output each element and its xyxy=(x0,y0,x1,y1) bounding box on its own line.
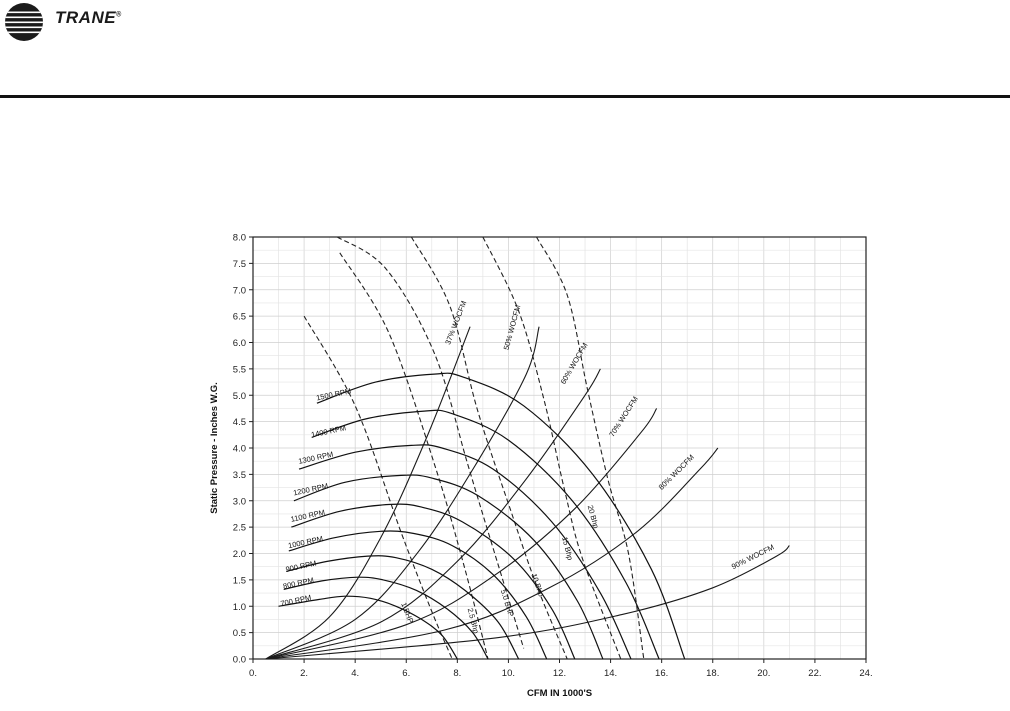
x-tick-label: 18. xyxy=(706,668,719,679)
page-header: TRANE® xyxy=(0,0,1010,100)
x-tick-label: 22. xyxy=(808,668,821,679)
rpm-label: 1400 RPM xyxy=(310,423,347,439)
bhp-line xyxy=(410,236,568,660)
efficiency-line xyxy=(265,326,471,660)
x-tick-label: 24. xyxy=(859,668,872,679)
x-tick-label: 14. xyxy=(604,668,617,679)
x-axis-label: CFM IN 1000'S xyxy=(527,688,592,699)
trane-globe-icon xyxy=(5,3,43,41)
y-tick-label: 0.5 xyxy=(233,628,246,639)
rpm-curve xyxy=(298,444,632,660)
bhp-line xyxy=(336,236,525,649)
efficiency-line xyxy=(265,408,658,660)
x-tick-label: 20. xyxy=(757,668,770,679)
rpm-curve xyxy=(291,503,576,660)
y-tick-label: 8.0 xyxy=(233,233,246,244)
bhp-line xyxy=(303,315,453,660)
y-tick-label: 6.5 xyxy=(233,312,246,323)
trane-logo: TRANE® xyxy=(3,2,153,42)
bhp-label: 10 Bhp xyxy=(530,572,546,597)
y-axis-label: Static Pressure - Inches W.G. xyxy=(209,382,220,513)
y-tick-label: 5.5 xyxy=(233,364,246,375)
rpm-curve xyxy=(278,595,458,660)
efficiency-line xyxy=(265,326,540,660)
efficiency-label: 50% WOCFM xyxy=(502,304,523,351)
y-tick-label: 2.0 xyxy=(233,549,246,560)
x-tick-label: 16. xyxy=(655,668,668,679)
rpm-label: 900 RPM xyxy=(285,559,317,574)
efficiency-line xyxy=(265,545,790,660)
brand-name: TRANE® xyxy=(55,8,122,27)
efficiency-label: 80% WOCFM xyxy=(657,453,696,492)
y-tick-label: 3.5 xyxy=(233,470,246,481)
x-tick-label: 2. xyxy=(300,668,308,679)
x-tick-label: 6. xyxy=(402,668,410,679)
y-tick-label: 4.5 xyxy=(233,417,246,428)
rpm-label: 1500 RPM xyxy=(315,386,352,402)
bhp-line xyxy=(536,236,645,660)
rpm-label: 1200 RPM xyxy=(292,481,329,497)
y-tick-label: 1.0 xyxy=(233,602,246,613)
bhp-label: 20 Bhp xyxy=(586,504,601,529)
y-tick-label: 0.0 xyxy=(233,655,246,666)
bhp-label: 2.5 Bhp xyxy=(466,607,481,634)
x-tick-label: 10. xyxy=(502,668,515,679)
x-tick-label: 8. xyxy=(453,668,461,679)
y-tick-label: 6.0 xyxy=(233,338,246,349)
rpm-curve xyxy=(286,555,520,660)
y-tick-label: 7.0 xyxy=(233,285,246,296)
x-tick-label: 4. xyxy=(351,668,359,679)
x-tick-label: 12. xyxy=(553,668,566,679)
efficiency-line xyxy=(265,447,719,660)
rpm-curve xyxy=(316,372,686,660)
bhp-line xyxy=(339,252,489,660)
bhp-label: 1 BHP xyxy=(399,601,415,624)
header-divider xyxy=(0,95,1010,98)
fan-performance-chart: 0. 2. 4. 6. 8. 10. 12. 14. 16. 18. 20. 22. 24. 0.0 0.5… xyxy=(195,225,895,710)
y-tick-label: 7.5 xyxy=(233,259,246,270)
rpm-label: 1000 RPM xyxy=(287,534,324,550)
y-tick-label: 2.5 xyxy=(233,523,246,534)
rpm-curve xyxy=(311,409,660,660)
bhp-line xyxy=(482,236,622,660)
rpm-curve xyxy=(288,530,548,660)
rpm-curve xyxy=(293,474,604,660)
efficiency-label: 70% WOCFM xyxy=(607,395,640,439)
rpm-label: 800 RPM xyxy=(282,576,314,591)
y-tick-label: 3.0 xyxy=(233,496,246,507)
rpm-curve xyxy=(283,576,489,660)
y-tick-label: 4.0 xyxy=(233,444,246,455)
grid xyxy=(253,237,866,659)
fan-curve-plot: 0. 2. 4. 6. 8. 10. 12. 14. 16. 18. 20. 22. 24. 0.0 0.5… xyxy=(209,233,873,700)
y-tick-label: 5.0 xyxy=(233,391,246,402)
y-tick-label: 1.5 xyxy=(233,575,246,586)
x-tick-label: 0. xyxy=(249,668,257,679)
